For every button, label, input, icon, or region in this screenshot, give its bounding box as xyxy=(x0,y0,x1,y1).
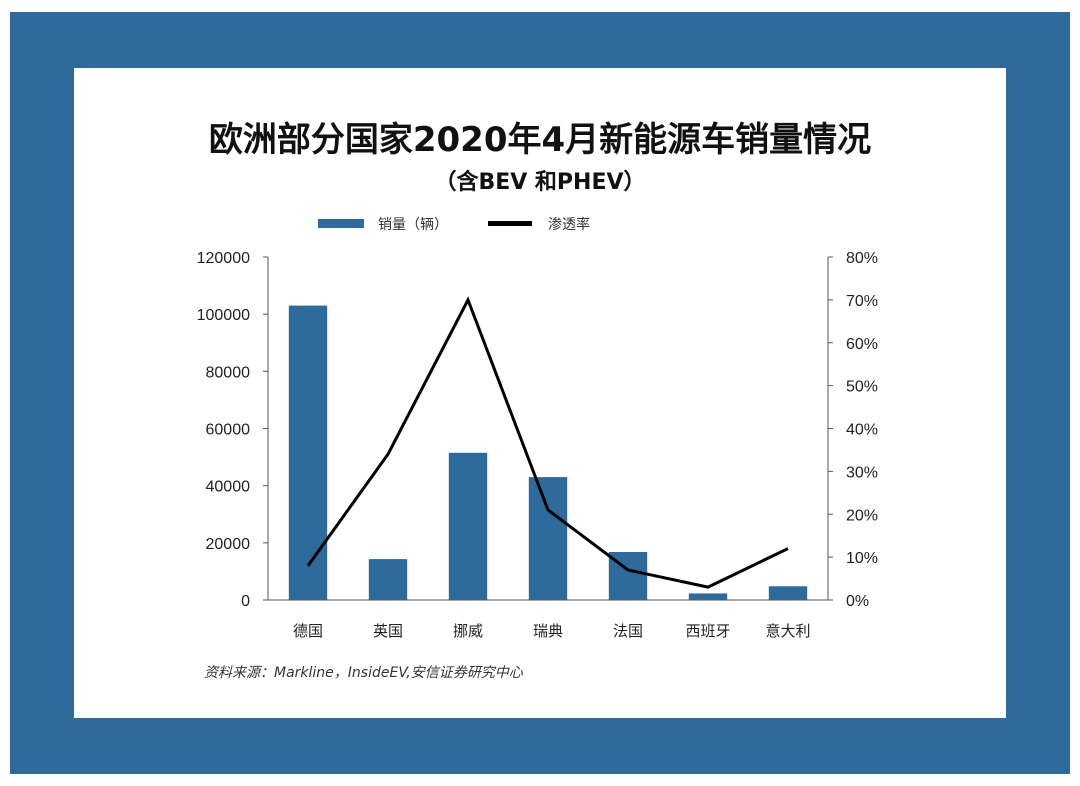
right-tick-label: 40% xyxy=(846,422,878,439)
right-tick-label: 80% xyxy=(846,250,878,267)
category-labels: 德国 英国 挪威 瑞典 法国 西班牙 意大利 xyxy=(293,622,811,640)
legend-bar-label: 销量（辆） xyxy=(378,217,448,233)
chart-subtitle: （含BEV 和PHEV） xyxy=(434,170,646,195)
category-label: 英国 xyxy=(373,622,403,640)
legend-bar-swatch xyxy=(318,219,364,228)
right-tick-label: 50% xyxy=(846,379,878,396)
bar xyxy=(448,452,488,600)
left-tick-label: 100000 xyxy=(197,307,250,324)
category-label: 瑞典 xyxy=(533,622,563,640)
legend-line-swatch xyxy=(488,221,532,226)
category-label: 法国 xyxy=(613,622,643,640)
bars xyxy=(288,305,808,600)
left-tick-label: 80000 xyxy=(206,364,251,381)
chart-title: 欧洲部分国家2020年4月新能源车销量情况 xyxy=(208,120,872,160)
right-tick-label: 20% xyxy=(846,507,878,524)
bar xyxy=(528,477,568,600)
bar xyxy=(368,559,408,600)
line-series xyxy=(306,296,789,589)
category-label: 挪威 xyxy=(453,622,483,640)
source-note: 资料来源：Markline，InsideEV,安信证券研究中心 xyxy=(204,665,523,681)
left-tick-label: 120000 xyxy=(197,250,250,267)
bar xyxy=(688,593,728,600)
legend-line-label: 渗透率 xyxy=(548,216,590,233)
chart-card xyxy=(74,68,1006,718)
left-tick-label: 60000 xyxy=(206,422,251,439)
category-label: 意大利 xyxy=(765,622,810,640)
penetration-line xyxy=(306,296,789,589)
legend: 销量（辆） 渗透率 xyxy=(318,216,590,233)
category-label: 德国 xyxy=(293,622,323,640)
category-label: 西班牙 xyxy=(685,622,730,640)
right-tick-label: 60% xyxy=(846,336,878,353)
right-tick-label: 0% xyxy=(846,593,869,610)
bar xyxy=(768,586,808,600)
left-tick-label: 40000 xyxy=(206,479,251,496)
right-tick-label: 30% xyxy=(846,464,878,481)
left-tick-label: 0 xyxy=(241,593,250,610)
right-tick-label: 70% xyxy=(846,293,878,310)
right-tick-label: 10% xyxy=(846,550,878,567)
left-tick-label: 20000 xyxy=(206,536,251,553)
axes: 0 20000 40000 60000 80000 100000 120000 0% 10% 20… xyxy=(197,250,878,610)
bar xyxy=(288,305,328,600)
